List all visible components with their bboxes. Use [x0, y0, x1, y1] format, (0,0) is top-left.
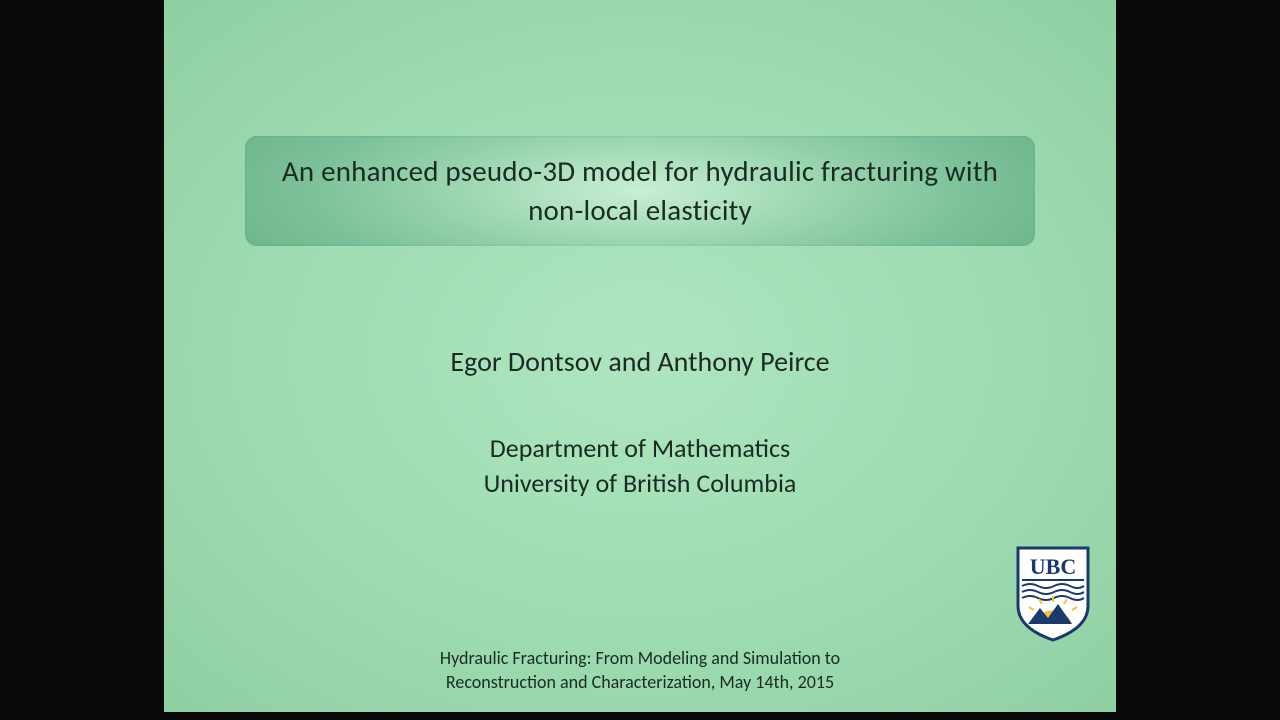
conference-footer: Hydraulic Fracturing: From Modeling and …	[164, 647, 1116, 694]
affiliation-block: Department of Mathematics University of …	[484, 431, 797, 501]
ubc-logo-icon: UBC	[1014, 546, 1092, 642]
authors-line: Egor Dontsov and Anthony Peirce	[450, 344, 829, 379]
footer-line-2: Reconstruction and Characterization, May…	[164, 671, 1116, 694]
title-badge: An enhanced pseudo-3D model for hydrauli…	[245, 136, 1035, 246]
svg-text:UBC: UBC	[1030, 554, 1076, 579]
footer-line-1: Hydraulic Fracturing: From Modeling and …	[164, 647, 1116, 670]
slide-title: An enhanced pseudo-3D model for hydrauli…	[269, 152, 1011, 230]
affiliation-department: Department of Mathematics	[484, 431, 797, 466]
presentation-slide: An enhanced pseudo-3D model for hydrauli…	[164, 0, 1116, 712]
affiliation-university: University of British Columbia	[484, 466, 797, 501]
